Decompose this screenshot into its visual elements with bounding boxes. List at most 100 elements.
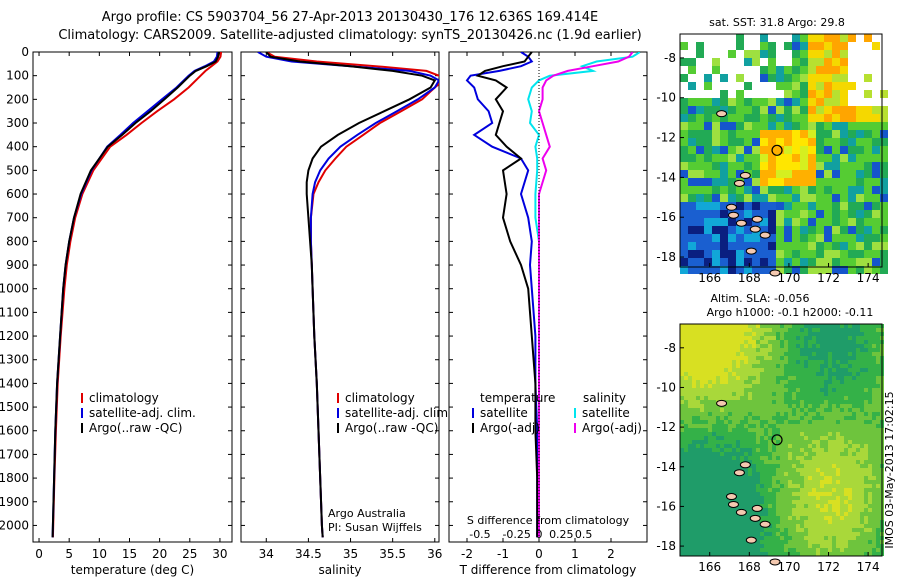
island xyxy=(759,520,771,528)
x-tick-label: 10 xyxy=(92,547,107,561)
y-tick-label: -18 xyxy=(656,539,676,553)
y-tick-label: -16 xyxy=(656,210,676,224)
figure-title-line2: Climatology: CARS2009. Satellite-adjuste… xyxy=(58,28,642,43)
annotation-line: Argo Australia xyxy=(328,507,406,520)
x-tick-label: 35.5 xyxy=(379,547,406,561)
plot-area xyxy=(32,51,233,543)
annotation-line: PI: Susan Wijffels xyxy=(328,521,422,534)
y-tick-label: -12 xyxy=(656,420,676,434)
island xyxy=(749,225,761,233)
salinity-panel: 34 34.5 35 35.5 36 salinity climatologysatelli… xyxy=(240,51,452,577)
y-tick-label: 1700 xyxy=(0,447,29,461)
x-tick-label: 5 xyxy=(65,547,73,561)
y-tick-label: 800 xyxy=(6,234,29,248)
x-tick-label: 34.5 xyxy=(295,547,322,561)
x-tick-label: 36 xyxy=(427,547,442,561)
s-axis-label: S difference from climatology xyxy=(467,514,630,527)
island xyxy=(727,500,739,508)
map-frame xyxy=(679,323,883,557)
s-tick-label: -0.25 xyxy=(502,528,530,541)
x-tick-label: 166 xyxy=(698,560,721,574)
imos-timestamp: IMOS 03-May-2013 17:02:15 xyxy=(883,391,896,548)
island xyxy=(745,536,757,544)
x-tick-label: 30 xyxy=(212,547,227,561)
series-argo-raw-qc- xyxy=(51,52,220,538)
x-tick-label: 168 xyxy=(738,560,761,574)
y-tick-label: -8 xyxy=(664,51,676,65)
y-tick-label: 900 xyxy=(6,258,29,272)
legend-entry: Argo(..raw -QC) xyxy=(345,421,438,435)
series-t-argo-adj- xyxy=(475,52,539,538)
legend-title: salinity xyxy=(583,391,626,405)
x-tick-label: 174 xyxy=(857,560,880,574)
legend-title: temperature xyxy=(480,391,555,405)
legend-entry: satellite xyxy=(582,406,630,420)
s-tick-label: 0 xyxy=(536,528,543,541)
y-tick-label: 700 xyxy=(6,211,29,225)
island xyxy=(735,508,747,516)
y-tick-label: 300 xyxy=(6,116,29,130)
x-tick-label: 34 xyxy=(259,547,274,561)
argo-location-marker xyxy=(771,144,783,156)
legend-entry: climatology xyxy=(89,391,159,405)
x-tick-label: 170 xyxy=(777,560,800,574)
x-tick-label: 1 xyxy=(571,547,579,561)
y-tick-label: 0 xyxy=(21,45,29,59)
island xyxy=(725,493,737,501)
map-title: Altim. SLA: -0.056 xyxy=(710,292,809,305)
island xyxy=(739,461,751,469)
y-tick-label: 1500 xyxy=(0,400,29,414)
y-tick-label: -16 xyxy=(656,499,676,513)
x-tick-label: 166 xyxy=(698,271,721,285)
x-tick-label: 170 xyxy=(777,271,800,285)
y-tick-label: -12 xyxy=(656,131,676,145)
argo-location-marker xyxy=(771,434,783,446)
map-field xyxy=(680,34,888,274)
x-tick-label: -2 xyxy=(461,547,473,561)
sst-map-panel: sat. SST: 31.8 Argo: 29.8 166 168 170 172 174… xyxy=(656,16,888,285)
x-tick-label: 172 xyxy=(817,560,840,574)
x-tick-label: 174 xyxy=(857,271,880,285)
x-tick-label: 0 xyxy=(35,547,43,561)
s-tick-label: -0.5 xyxy=(469,528,490,541)
s-tick-label: 0.25 xyxy=(549,528,574,541)
x-axis-label: temperature (deg C) xyxy=(71,563,194,577)
island xyxy=(716,110,728,118)
y-tick-label: 100 xyxy=(6,69,29,83)
x-tick-label: 20 xyxy=(152,547,167,561)
y-tick-label: -18 xyxy=(656,250,676,264)
island xyxy=(751,215,763,223)
x-tick-label: 172 xyxy=(817,271,840,285)
island xyxy=(727,211,739,219)
y-tick-label: 600 xyxy=(6,187,29,201)
s-tick-label: 0.5 xyxy=(575,528,593,541)
y-tick-label: 1100 xyxy=(0,305,29,319)
island xyxy=(751,504,763,512)
x-tick-label: 0 xyxy=(535,547,543,561)
map-subtitle: Argo h1000: -0.1 h2000: -0.11 xyxy=(707,306,874,319)
legend-entry: Argo(-adj) xyxy=(480,421,540,435)
island xyxy=(759,231,771,239)
y-tick-label: -10 xyxy=(656,380,676,394)
y-tick-label: 1800 xyxy=(0,471,29,485)
series-s-argo-adj- xyxy=(537,52,634,538)
map-frame xyxy=(679,33,883,268)
island xyxy=(745,247,757,255)
x-tick-label: 2 xyxy=(607,547,615,561)
island xyxy=(749,514,761,522)
island xyxy=(733,469,745,477)
legend-entry: satellite-adj. clim. xyxy=(345,406,452,420)
x-axis-label: salinity xyxy=(318,563,361,577)
island xyxy=(769,269,781,277)
temperature-panel: 0 5 10 15 20 25 300100200300400500600700800900… xyxy=(0,45,233,577)
series-argo-raw-qc- xyxy=(265,52,437,538)
x-axis-label: T difference from climatology xyxy=(459,563,637,577)
y-tick-label: 1400 xyxy=(0,376,29,390)
y-tick-label: 1000 xyxy=(0,282,29,296)
y-tick-label: 2000 xyxy=(0,518,29,532)
x-tick-label: 168 xyxy=(738,271,761,285)
x-tick-label: 15 xyxy=(122,547,137,561)
y-tick-label: 1600 xyxy=(0,424,29,438)
